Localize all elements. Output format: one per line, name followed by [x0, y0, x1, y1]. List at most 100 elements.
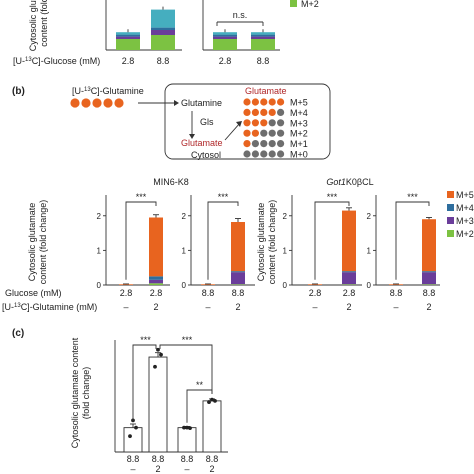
panel-b-glucose-tick: 2.8 [343, 288, 356, 298]
panel-c-data-point [159, 352, 163, 357]
panel-c-sig-bracket-1 [132, 344, 157, 421]
panel-c-bar [123, 427, 143, 453]
panel-b-ytick-label: 0 [182, 281, 187, 290]
panel-a-bars [116, 6, 275, 50]
panel-a-bar-segment [213, 34, 237, 37]
panel-b-bar-segment [231, 222, 245, 272]
isotopologue-carbon-dot [277, 140, 285, 148]
panel-b-ytick-label: 1 [283, 246, 288, 255]
isotopologue-carbon-dot [260, 98, 268, 106]
panel-c-plot: 8.8–8.828.8–8.82*** ***** [114, 335, 228, 474]
panel-c-data-point [134, 425, 138, 430]
panel-b-glucose-tick: 8.8 [423, 288, 436, 298]
panel-b-legend-swatch [447, 230, 454, 237]
isotopologue-carbon-dot [243, 140, 251, 148]
panel-b-ytick-label: 1 [367, 246, 372, 255]
panel-a-bar-segment [116, 36, 140, 39]
panel-b-glucose-tick: 8.8 [232, 288, 245, 298]
isotopologue-carbon-dot [268, 140, 276, 148]
isotopologue-carbon-dot [260, 140, 268, 148]
panel-c-ylabel-1: Cytosolic glutamate content [70, 337, 80, 448]
panel-b-ylabel-right-1: Cytosolic glutamate [256, 203, 266, 282]
panel-b-sig-label: *** [407, 192, 418, 202]
panel-b-ylabel-right-2: content (fold change) [267, 200, 277, 285]
panel-b-label: (b) [12, 86, 25, 97]
panel-a-row-label: [U-13C]-Glucose (mM) [13, 56, 100, 66]
panel-c-data-point [182, 425, 186, 430]
panel-b-glutamine-tick: – [205, 302, 210, 312]
panel-a-ylabel-1: Cytosolic gluta [28, 0, 38, 51]
isotopologue-carbon-dot [243, 129, 251, 137]
panel-b-bar-segment [422, 219, 436, 272]
panel-b-legend-label: M+4 [456, 203, 474, 213]
panel-b-group-title-right: Got1K0βCL [326, 177, 373, 187]
panel-c-bar [148, 356, 168, 453]
panel-a-bar-segment [213, 32, 237, 35]
panel-c-sig-label-3: ** [196, 380, 204, 390]
panel-a-bar-segment [151, 30, 175, 35]
isotopologue-carbon-dot [243, 119, 251, 127]
isotopologue-carbon-dot [277, 129, 285, 137]
panel-c-ylabel-2: (fold change) [81, 367, 91, 420]
panel-b-ytick-label: 0 [367, 281, 372, 290]
panel-b-bar-segment [149, 276, 163, 280]
panel-b-ytick-label: 1 [182, 246, 187, 255]
panel-b-bar-segment [422, 271, 436, 273]
isotopologue-carbon-dot [251, 98, 259, 106]
panel-b-glutamine-tick: 2 [346, 302, 351, 312]
panel-b-sig-bracket [314, 201, 350, 280]
panel-b-ylabel-left-2: content (fold change) [38, 200, 48, 285]
isotopologue-carbon-dot [268, 129, 276, 137]
panel-b-cell-box [164, 83, 331, 160]
panel-c-sig-label-1: *** [140, 335, 151, 345]
isotopologue-carbon-dot [260, 150, 268, 158]
isotopologue-carbon-dot [277, 108, 285, 116]
isotopologue-carbon-dot [277, 119, 285, 127]
panel-b-sig-label: *** [218, 192, 229, 202]
panel-b-bar-segment [342, 284, 356, 285]
isotopologue-carbon-dot [277, 98, 285, 106]
isotopologue-carbon-dot [260, 108, 268, 116]
panel-c-xtick-bottom: 2 [209, 464, 214, 474]
panel-b-cytosol-label: Cytosol [191, 150, 221, 160]
panel-a-bar-segment [251, 32, 275, 35]
panel-b-tracer-arrowhead [174, 100, 179, 106]
panel-a-xtick: 2.8 [219, 56, 232, 66]
panel-a: Cytosolic gluta content (fold n.s. [U-13… [13, 0, 319, 66]
panel-c-data-point [188, 426, 192, 431]
panel-b-bar-segment [342, 210, 356, 272]
panel-b-legend-swatch [447, 191, 454, 198]
isotopologue-carbon-dot [260, 129, 268, 137]
panel-b-tracer-molecule [70, 98, 124, 108]
panel-b: (b) [U-13C]-Glutamine Glutamine Gls Glut… [2, 83, 474, 312]
panel-a-legend-label-m2: M+2 [301, 0, 319, 9]
panel-b-sig-label: *** [136, 192, 147, 202]
panel-b-glucose-tick: 2.8 [150, 288, 163, 298]
panel-b-glutamine-tick: – [393, 302, 398, 312]
panel-c-label: (c) [12, 328, 24, 339]
isotopologue-label: M+5 [290, 98, 308, 108]
isotopologue-carbon-dot [243, 98, 251, 106]
panel-c-bar [177, 427, 197, 453]
panel-c-data-point [210, 397, 214, 402]
tracer-carbon-dot [92, 98, 102, 108]
isotopologue-label: M+4 [290, 108, 308, 118]
panel-b-bar-segment [201, 284, 215, 285]
isotopologue-carbon-dot [251, 140, 259, 148]
panel-b-sig-bracket [207, 201, 239, 280]
panel-b-bar-segment [389, 284, 403, 285]
panel-b-glutamine-tick: 2 [153, 302, 158, 312]
panel-b-glucose-tick: 8.8 [202, 288, 215, 298]
panel-b-legend-label: M+5 [456, 190, 474, 200]
panel-b-legend-swatch [447, 204, 454, 211]
panel-b-legend-label: M+3 [456, 216, 474, 226]
panel-a-bar-segment [251, 34, 275, 37]
panel-b-bar-segment [422, 284, 436, 285]
panel-b-glucose-tick: 8.8 [390, 288, 403, 298]
panel-b-glutamine-tick: – [123, 302, 128, 312]
panel-c: (c) Cytosolic glutamate content (fold ch… [12, 328, 228, 474]
panel-b-row2-label: [U-13C]-Glutamine (mM) [2, 302, 97, 312]
isotopologue-carbon-dot [268, 119, 276, 127]
isotopologue-carbon-dot [243, 150, 251, 158]
